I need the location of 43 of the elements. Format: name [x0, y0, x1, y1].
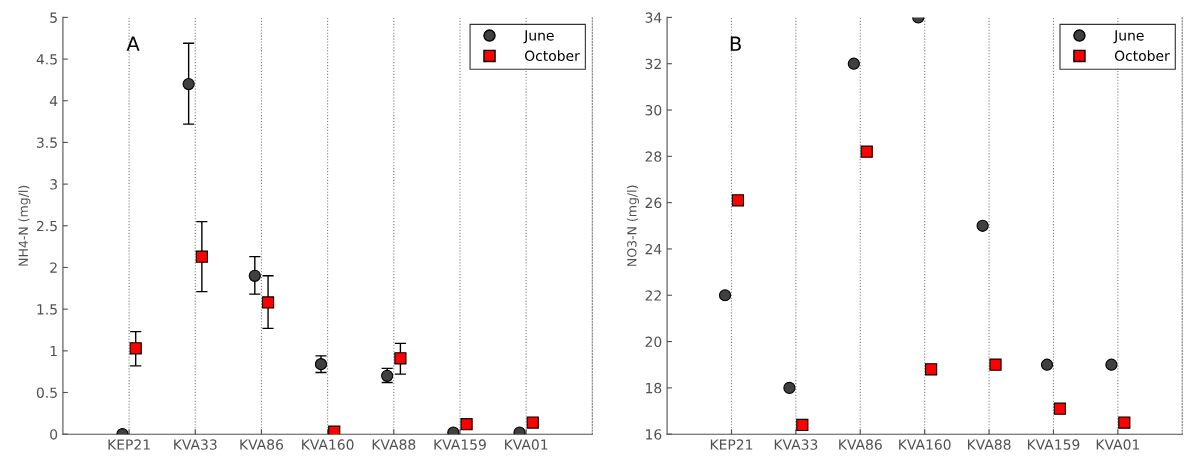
x-tick-label: KEP21: [108, 439, 150, 450]
x-tick-label: KVA01: [505, 439, 548, 450]
legend-label: October: [525, 50, 580, 62]
y-tick-label: 32: [645, 58, 661, 70]
x-tick-label: KVA160: [899, 439, 951, 450]
x-tick-label: KVA88: [372, 439, 416, 450]
y-tick-label: 18: [646, 382, 662, 394]
x-tick-label: KVA160: [302, 439, 354, 450]
y-tick-label: 34: [645, 12, 662, 23]
legend-label: June: [1113, 30, 1144, 44]
x-tick-label: KVA01: [1096, 439, 1140, 450]
x-tick-label: KVA88: [967, 439, 1011, 450]
y-tick-label: 4.5: [36, 54, 57, 65]
y-tick-label: 0: [50, 429, 58, 440]
legend-label: October: [1114, 50, 1170, 62]
x-tick-label: KVA159: [434, 439, 486, 450]
y-tick-label: 16: [646, 429, 662, 440]
y-tick-label: 28: [645, 151, 662, 162]
annotation: B: [730, 36, 741, 51]
y-tick-label: 1.5: [37, 304, 57, 315]
annotation: A: [126, 36, 140, 51]
y-axis-title: NO3-N (mg/l): [626, 185, 639, 266]
y-tick-label: 24: [645, 243, 662, 255]
y-axis-title: NH4-N (mg/l): [18, 185, 31, 266]
y-tick-label: 26: [645, 197, 662, 209]
x-tick-label: KEP21: [710, 439, 753, 450]
x-tick-label: KVA159: [1027, 439, 1080, 450]
y-tick-label: 3: [50, 179, 57, 190]
x-tick-label: KVA33: [774, 439, 818, 450]
y-tick-label: 30: [645, 104, 662, 116]
y-tick-label: 3.5: [37, 137, 57, 148]
x-tick-label: KVA86: [839, 439, 882, 450]
y-tick-label: 1: [50, 345, 57, 357]
y-tick-label: 2: [50, 262, 57, 273]
y-tick-label: 20: [645, 336, 662, 348]
y-tick-label: 5: [50, 12, 57, 23]
y-tick-label: 4: [49, 95, 58, 107]
y-tick-label: 2.5: [36, 220, 57, 232]
y-tick-label: 0.5: [36, 387, 57, 398]
x-tick-label: KVA33: [174, 439, 217, 450]
legend-label: June: [523, 30, 554, 44]
x-tick-label: KVA86: [240, 439, 284, 450]
y-tick-label: 22: [645, 290, 661, 301]
